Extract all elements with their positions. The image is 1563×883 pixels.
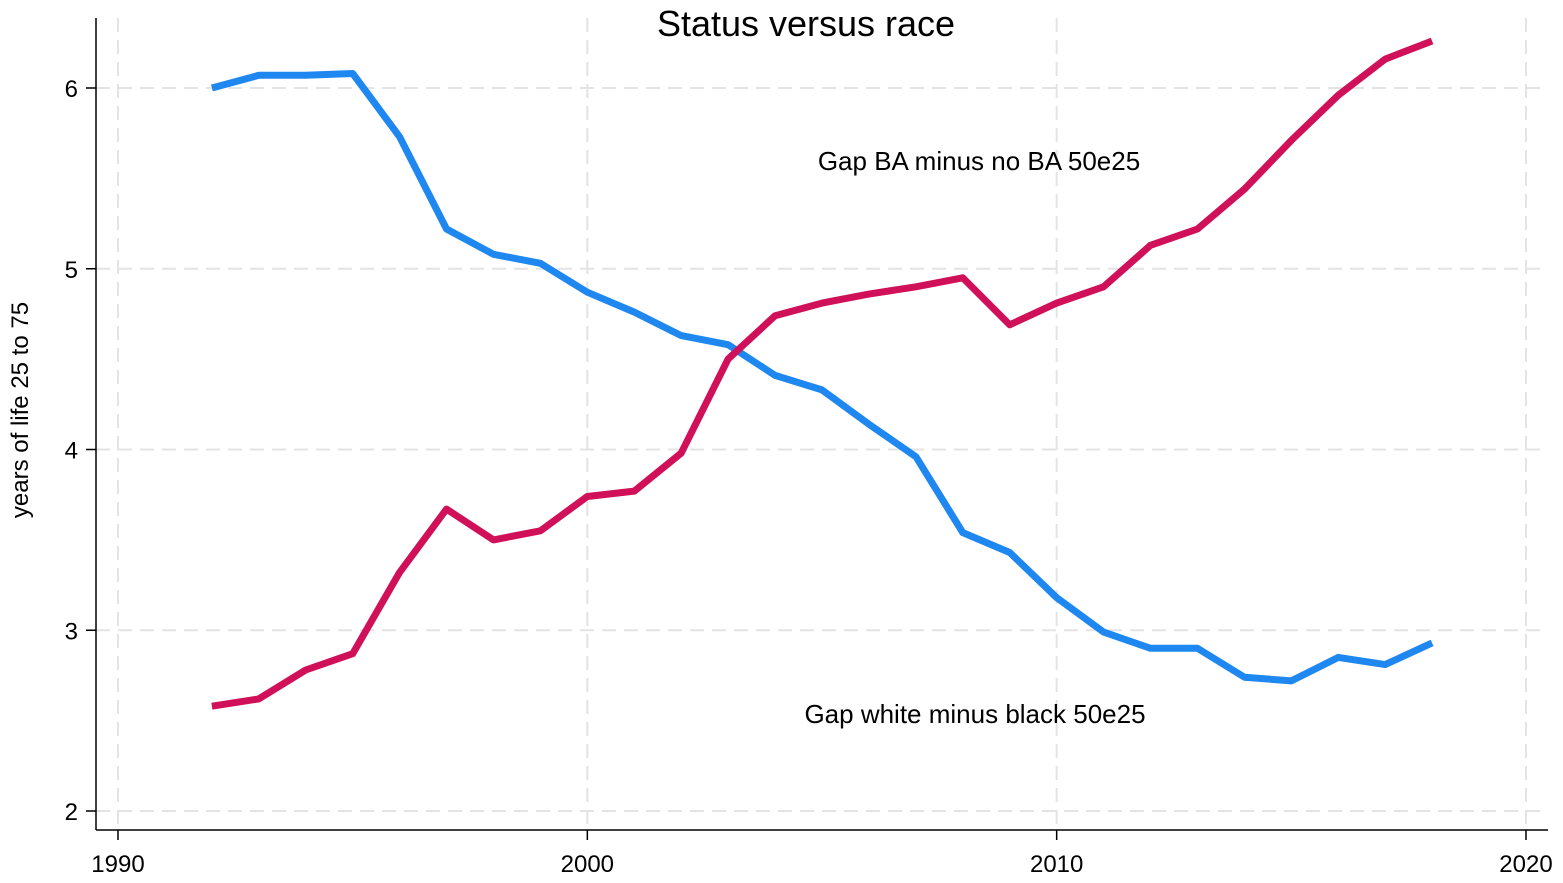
- series-line-ba-gap: [211, 37, 1434, 710]
- y-tick-label: 2: [65, 799, 78, 826]
- y-tick-label: 4: [65, 438, 78, 465]
- series-label-ba-gap: Gap BA minus no BA 50e25: [818, 146, 1140, 176]
- series-label-race-gap: Gap white minus black 50e25: [804, 699, 1145, 729]
- y-axis-label: years of life 25 to 75: [7, 302, 34, 518]
- series-lines: [210, 37, 1434, 710]
- x-tick-label: 2010: [1030, 851, 1083, 878]
- y-tick-label: 3: [65, 618, 78, 645]
- y-tick-label: 5: [65, 257, 78, 284]
- series-line-race-gap: [210, 70, 1434, 685]
- x-tick-label: 2000: [561, 851, 614, 878]
- grid-lines: [96, 18, 1548, 830]
- tick-marks: 1990 2000 2010 2020 2 3 4 5 6: [65, 76, 1553, 878]
- x-tick-label: 2020: [1499, 851, 1552, 878]
- chart-title: Status versus race: [657, 3, 955, 44]
- y-tick-label: 6: [65, 76, 78, 103]
- x-tick-label: 1990: [91, 851, 144, 878]
- axes: [95, 18, 1548, 831]
